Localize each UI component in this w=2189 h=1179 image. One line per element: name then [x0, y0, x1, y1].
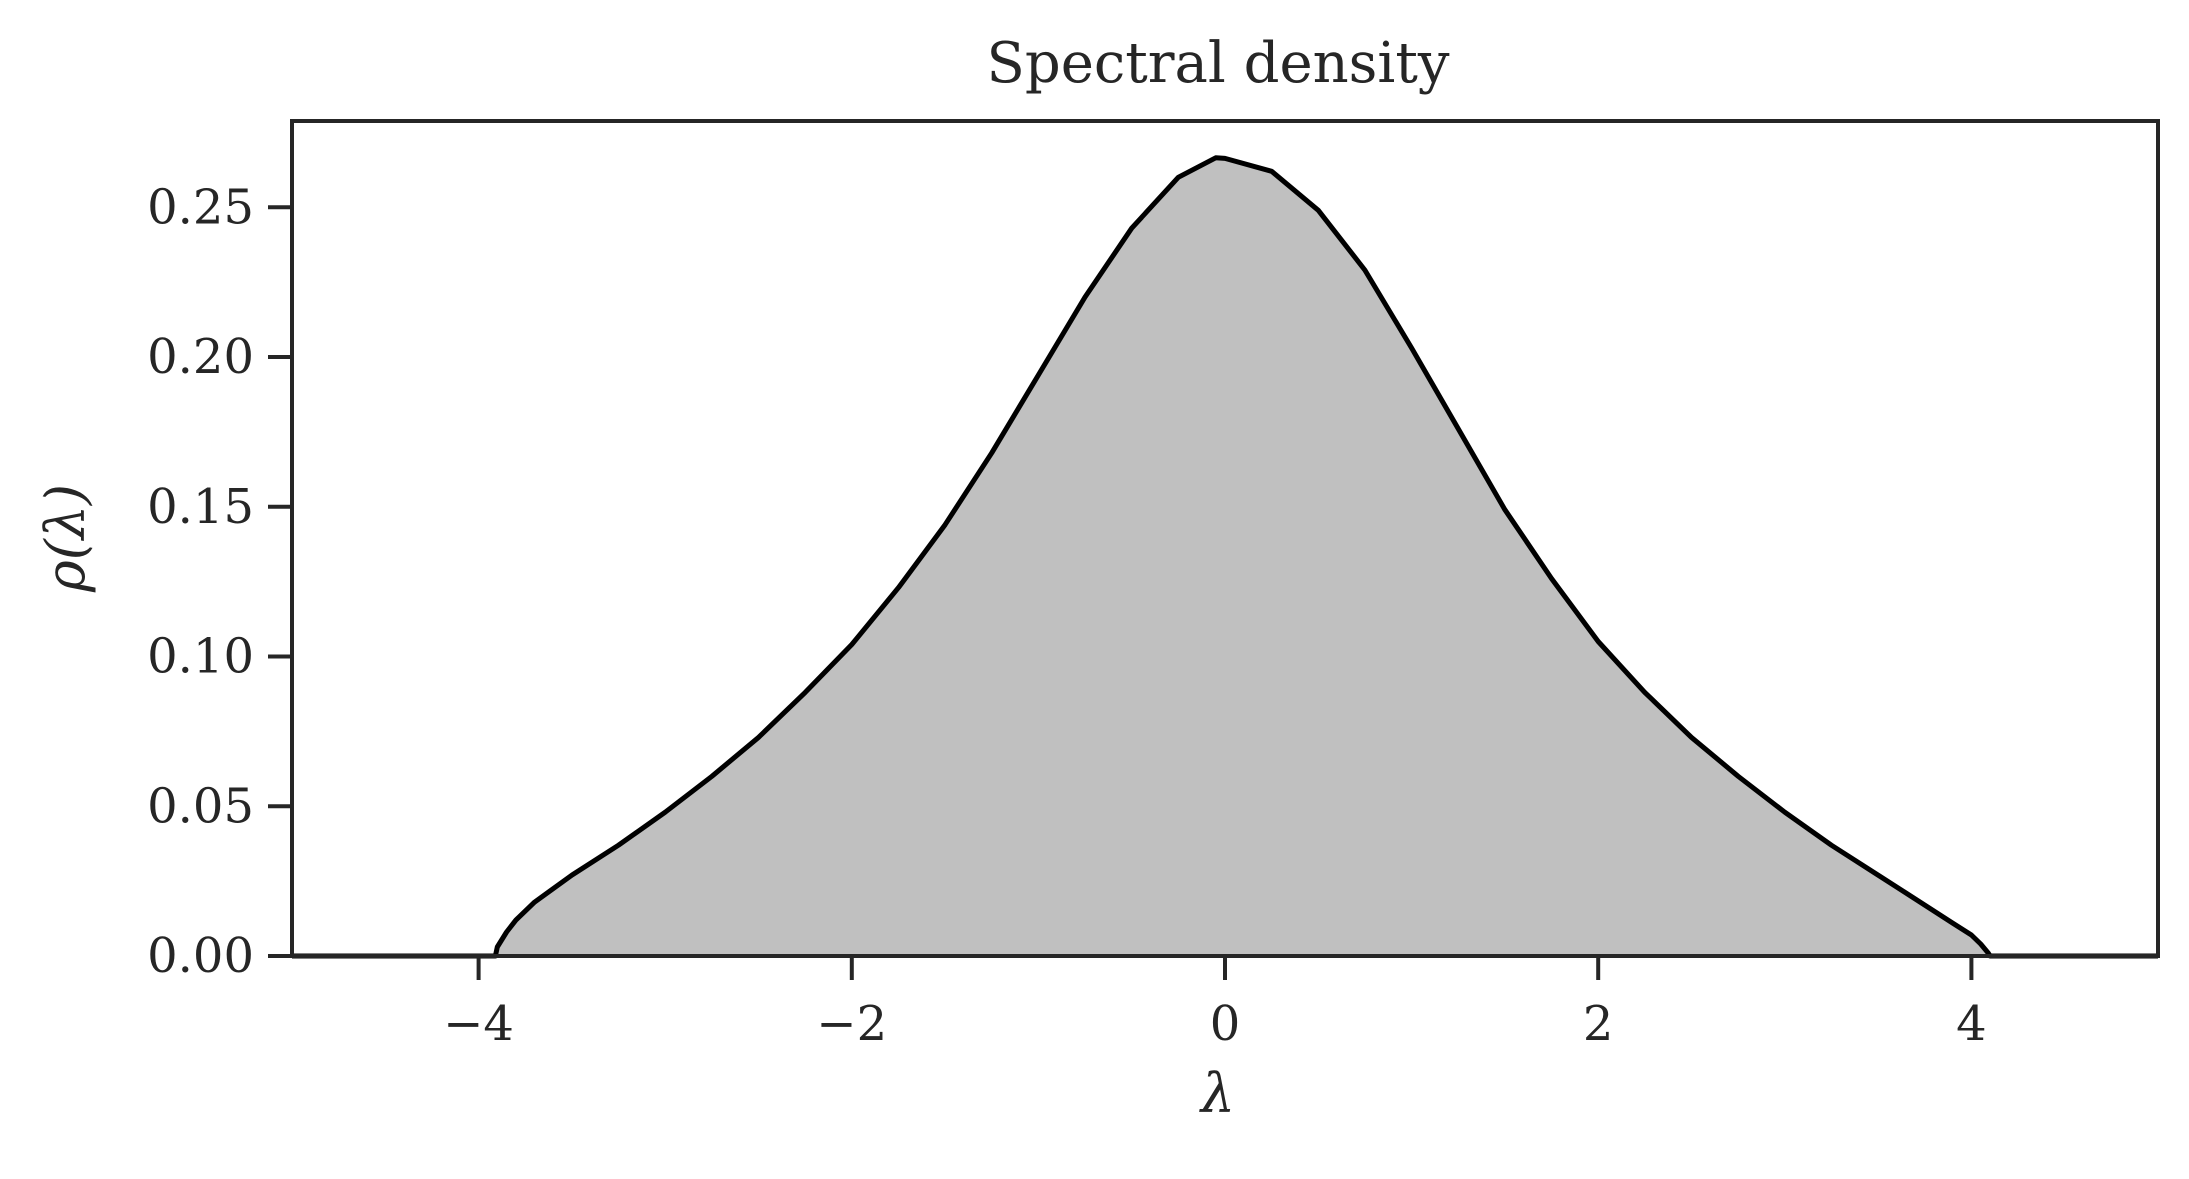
y-tick-label: 0.20	[147, 329, 254, 385]
density-area-fill	[292, 157, 2158, 957]
x-axis-label: λ	[1199, 1062, 1235, 1125]
y-tick-label: 0.05	[147, 778, 254, 834]
x-axis-ticks: −4 −2 0 2 4	[443, 956, 1987, 1052]
x-tick-label: 4	[1956, 996, 1987, 1052]
y-tick-label: 0.00	[147, 928, 254, 984]
plot-frame	[290, 119, 2160, 958]
x-tick-label: 2	[1583, 996, 1614, 1052]
x-tick-label: −4	[443, 996, 514, 1052]
x-tick-label: 0	[1210, 996, 1241, 1052]
y-axis-label: ρ(λ)	[34, 484, 97, 593]
x-tick-label: −2	[816, 996, 887, 1052]
chart-title: Spectral density	[987, 31, 1450, 96]
y-axis-ticks: 0.00 0.05 0.10 0.15 0.20 0.25	[147, 179, 292, 984]
plot-area	[292, 155, 2158, 959]
y-tick-label: 0.25	[147, 179, 254, 235]
y-tick-label: 0.15	[147, 479, 254, 535]
density-curve-line	[292, 155, 2158, 959]
y-tick-label: 0.10	[147, 629, 254, 685]
